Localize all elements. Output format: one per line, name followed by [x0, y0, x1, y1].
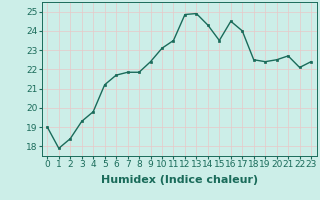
X-axis label: Humidex (Indice chaleur): Humidex (Indice chaleur) — [100, 175, 258, 185]
